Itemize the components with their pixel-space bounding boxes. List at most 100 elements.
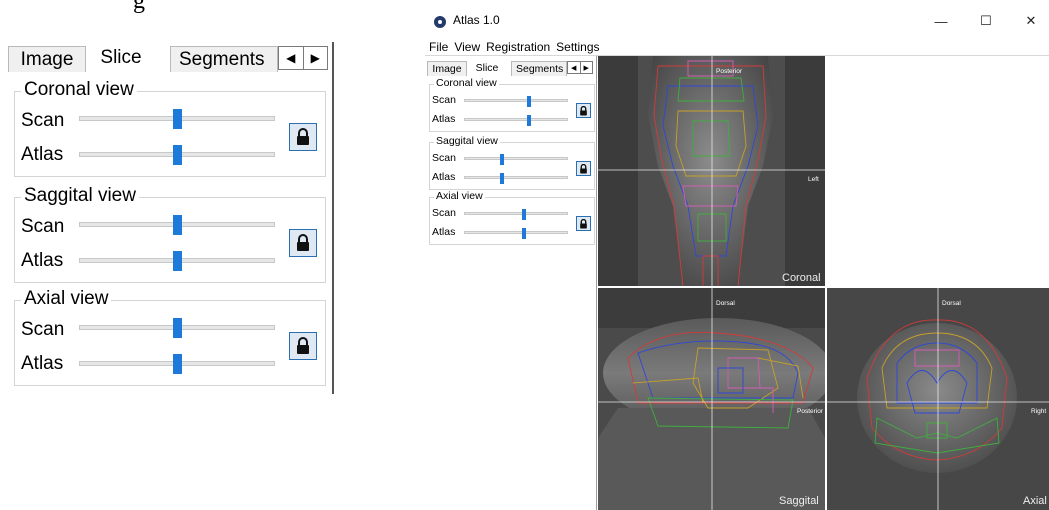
coronal-view-group: Coronal view Scan Atlas xyxy=(429,77,595,132)
zoom-axial-group: Axial view Scan Atlas xyxy=(14,288,326,386)
coronal-view-name: Coronal xyxy=(782,272,821,284)
coronal-scan-slider[interactable] xyxy=(464,96,568,107)
slider-handle[interactable] xyxy=(173,354,182,374)
zoom-caption-fragment: g xyxy=(133,0,145,14)
coronal-side-label: Left xyxy=(808,176,819,183)
sagittal-slice-image xyxy=(598,288,825,510)
saggital-scan-slider[interactable] xyxy=(464,154,568,165)
zoom-saggital-group: Saggital view Scan Atlas xyxy=(14,185,326,283)
tab-scroll-buttons: ◀ ▶ xyxy=(567,61,593,74)
tab-scroll-left-icon[interactable]: ◀ xyxy=(279,47,304,69)
menu-view[interactable]: View xyxy=(454,40,481,54)
group-title: Axial view xyxy=(21,288,112,310)
zoom-tab-bar: Image Slice Segments ◀ ▶ xyxy=(8,42,332,74)
saggital-scan-slider[interactable] xyxy=(79,215,275,235)
axial-scan-slider[interactable] xyxy=(464,209,568,220)
axial-lock-button[interactable] xyxy=(289,332,317,360)
tab-scroll-left-icon[interactable]: ◀ xyxy=(568,62,581,73)
saggital-atlas-slider[interactable] xyxy=(79,251,275,271)
zoomed-slice-panel: g Image Slice Segments ◀ ▶ Coronal view … xyxy=(0,0,420,510)
saggital-lock-button[interactable] xyxy=(289,229,317,257)
axial-slice-image xyxy=(827,288,1049,510)
sagittal-top-label: Dorsal xyxy=(716,300,735,307)
lock-icon xyxy=(580,218,587,228)
lock-icon xyxy=(297,337,309,354)
slider-handle[interactable] xyxy=(173,318,182,338)
lock-icon xyxy=(580,105,587,115)
axial-view-group: Axial view Scan Atlas xyxy=(429,190,595,245)
atlas-label: Atlas xyxy=(21,144,64,165)
zoom-tab-scroll-buttons: ◀ ▶ xyxy=(278,46,328,70)
coronal-lock-button[interactable] xyxy=(289,123,317,151)
atlas-label: Atlas xyxy=(21,353,64,374)
slider-handle[interactable] xyxy=(499,154,504,165)
zoom-tab-slice[interactable]: Slice xyxy=(88,44,154,74)
axial-side-label: Right xyxy=(1031,408,1047,415)
menu-bar: File View Registration Settings xyxy=(425,40,602,56)
coronal-atlas-slider[interactable] xyxy=(464,115,568,126)
slider-handle[interactable] xyxy=(522,209,527,220)
group-title: Saggital view xyxy=(434,135,500,148)
group-title: Saggital view xyxy=(21,185,139,207)
lock-icon xyxy=(297,128,309,145)
scan-label: Scan xyxy=(21,216,65,237)
coronal-scan-slider[interactable] xyxy=(79,109,275,129)
atlas-app-window: Atlas 1.0 — ☐ ✕ File View Registration S… xyxy=(425,4,1049,510)
title-bar: Atlas 1.0 — ☐ ✕ xyxy=(425,4,1049,34)
axial-scan-slider[interactable] xyxy=(79,318,275,338)
scan-label: Scan xyxy=(21,319,65,340)
scan-label: Scan xyxy=(21,110,65,131)
axial-atlas-slider[interactable] xyxy=(79,354,275,374)
slider-handle[interactable] xyxy=(173,109,182,129)
slider-handle[interactable] xyxy=(173,145,182,165)
slider-handle[interactable] xyxy=(173,215,182,235)
slider-handle[interactable] xyxy=(527,96,532,107)
sagittal-view-name: Saggital xyxy=(779,495,819,507)
saggital-atlas-slider[interactable] xyxy=(464,173,568,184)
atlas-label: Atlas xyxy=(432,226,456,238)
slider-handle[interactable] xyxy=(499,173,504,184)
atlas-label: Atlas xyxy=(432,171,456,183)
atlas-label: Atlas xyxy=(21,250,64,271)
axial-viewport[interactable]: Dorsal Right Axial xyxy=(827,288,1049,510)
slider-handle[interactable] xyxy=(522,228,527,239)
group-title: Coronal view xyxy=(21,79,137,101)
menu-file[interactable]: File xyxy=(429,40,449,54)
tab-scroll-right-icon[interactable]: ▶ xyxy=(583,64,589,72)
zoom-control-panel: Image Slice Segments ◀ ▶ Coronal view Sc… xyxy=(8,42,334,394)
scan-label: Scan xyxy=(432,207,456,219)
tab-segments[interactable]: Segments xyxy=(511,61,567,76)
group-title: Coronal view xyxy=(434,77,499,90)
scan-label: Scan xyxy=(432,152,456,164)
coronal-viewport[interactable]: Posterior Left Coronal xyxy=(598,56,825,286)
axial-lock-button[interactable] xyxy=(576,216,591,231)
zoom-tab-image[interactable]: Image xyxy=(8,46,86,72)
minimize-button[interactable]: — xyxy=(934,13,948,29)
zoom-tab-segments[interactable]: Segments xyxy=(170,46,278,72)
atlas-label: Atlas xyxy=(432,113,456,125)
maximize-button[interactable]: ☐ xyxy=(980,13,992,28)
tab-image[interactable]: Image xyxy=(427,61,467,76)
slider-handle[interactable] xyxy=(173,251,182,271)
coronal-slice-image xyxy=(598,56,825,286)
lock-icon xyxy=(297,234,309,251)
sagittal-viewport[interactable]: Dorsal Posterior Saggital xyxy=(598,288,825,510)
image-viewer: Posterior Left Coronal xyxy=(598,56,1049,510)
axial-top-label: Dorsal xyxy=(942,300,961,307)
saggital-lock-button[interactable] xyxy=(576,161,591,176)
lock-icon xyxy=(580,163,587,173)
slider-handle[interactable] xyxy=(527,115,532,126)
menu-registration[interactable]: Registration xyxy=(486,40,551,54)
tab-scroll-right-icon[interactable]: ▶ xyxy=(310,51,320,65)
scan-label: Scan xyxy=(432,94,456,106)
menu-settings[interactable]: Settings xyxy=(556,40,600,54)
coronal-atlas-slider[interactable] xyxy=(79,145,275,165)
axial-atlas-slider[interactable] xyxy=(464,228,568,239)
close-button[interactable]: ✕ xyxy=(1025,13,1037,28)
axial-view-name: Axial xyxy=(1023,495,1047,507)
coronal-lock-button[interactable] xyxy=(576,103,591,118)
coronal-top-label: Posterior xyxy=(716,68,743,75)
saggital-view-group: Saggital view Scan Atlas xyxy=(429,135,595,190)
tab-slice[interactable]: Slice xyxy=(469,60,505,76)
group-title: Axial view xyxy=(434,190,485,203)
